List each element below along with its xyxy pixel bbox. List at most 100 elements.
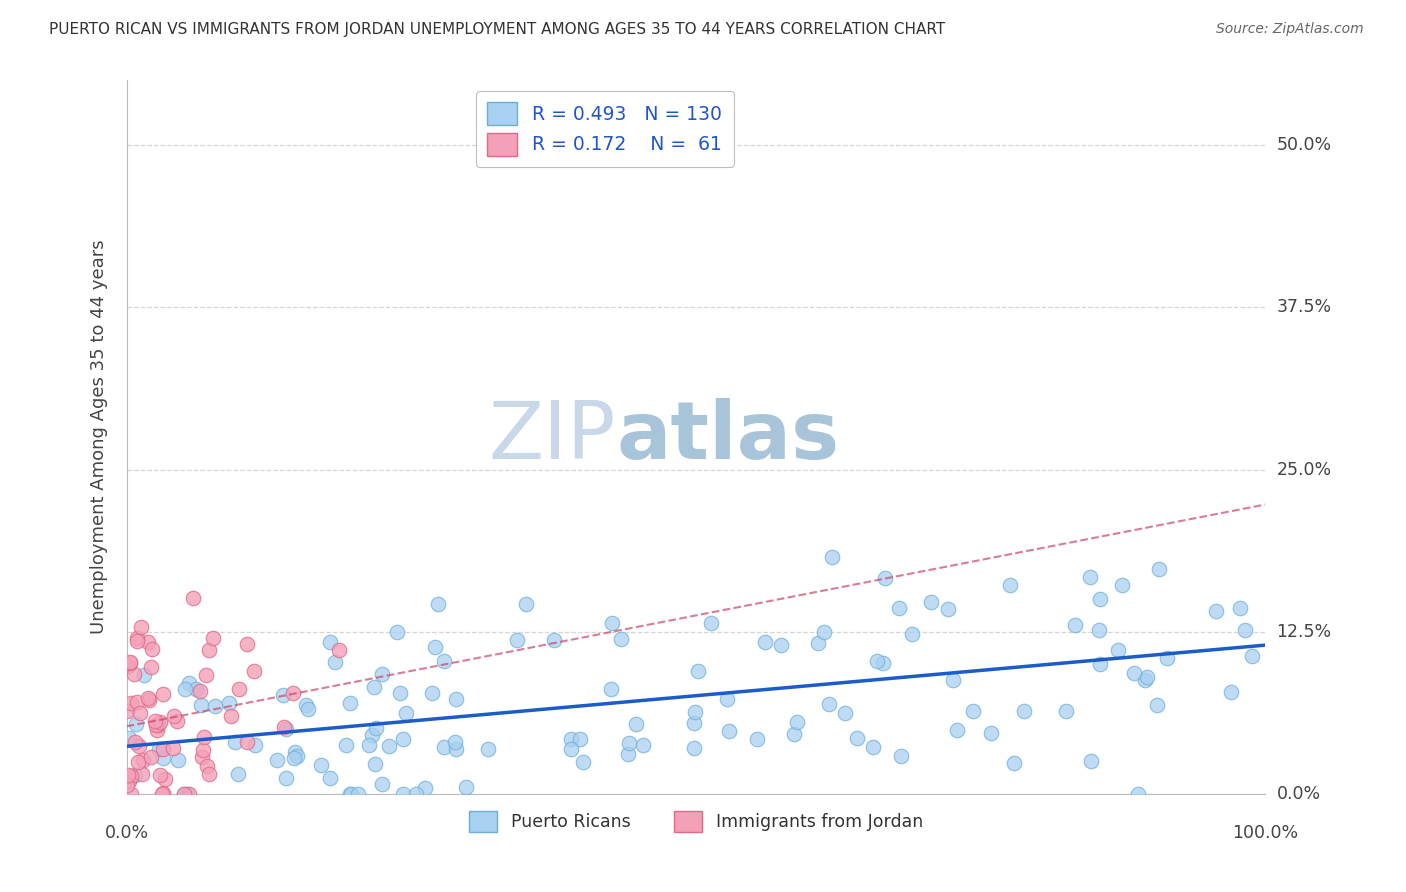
- Point: [117, 659, 139, 673]
- Point: [371, 777, 394, 791]
- Text: 0.0%: 0.0%: [104, 824, 149, 842]
- Point: [179, 676, 201, 690]
- Point: [818, 697, 841, 711]
- Point: [152, 786, 174, 800]
- Point: [236, 637, 259, 651]
- Point: [228, 681, 250, 696]
- Point: [378, 739, 401, 754]
- Point: [243, 664, 266, 678]
- Point: [319, 771, 342, 785]
- Point: [129, 620, 152, 634]
- Point: [218, 696, 240, 710]
- Point: [162, 740, 184, 755]
- Point: [433, 654, 456, 668]
- Point: [456, 780, 478, 794]
- Point: [204, 699, 226, 714]
- Point: [392, 787, 415, 801]
- Point: [176, 787, 198, 801]
- Y-axis label: Unemployment Among Ages 35 to 44 years: Unemployment Among Ages 35 to 44 years: [90, 240, 108, 634]
- Point: [152, 687, 174, 701]
- Point: [568, 732, 591, 747]
- Point: [1240, 649, 1263, 664]
- Point: [543, 633, 565, 648]
- Point: [388, 686, 411, 700]
- Point: [1107, 643, 1129, 657]
- Point: [862, 740, 884, 755]
- Point: [283, 751, 305, 765]
- Point: [163, 708, 186, 723]
- Point: [128, 739, 150, 753]
- Point: [1156, 651, 1178, 665]
- Point: [273, 688, 295, 702]
- Point: [295, 698, 318, 713]
- Point: [873, 571, 896, 585]
- Text: 25.0%: 25.0%: [1277, 460, 1331, 478]
- Point: [700, 615, 723, 630]
- Point: [131, 753, 153, 767]
- Point: [1123, 666, 1146, 681]
- Point: [224, 735, 246, 749]
- Point: [782, 727, 804, 741]
- Point: [340, 787, 363, 801]
- Point: [371, 666, 394, 681]
- Point: [872, 657, 894, 671]
- Point: [197, 643, 219, 657]
- Point: [174, 682, 197, 697]
- Point: [426, 597, 449, 611]
- Point: [177, 787, 200, 801]
- Point: [617, 747, 640, 762]
- Point: [364, 756, 387, 771]
- Point: [1234, 624, 1257, 638]
- Point: [385, 625, 408, 640]
- Point: [152, 751, 174, 765]
- Point: [136, 634, 159, 648]
- Point: [309, 758, 332, 772]
- Text: 37.5%: 37.5%: [1277, 298, 1331, 317]
- Point: [1205, 604, 1227, 618]
- Point: [120, 769, 142, 783]
- Point: [297, 702, 319, 716]
- Point: [283, 745, 305, 759]
- Point: [900, 627, 922, 641]
- Point: [363, 681, 385, 695]
- Point: [193, 731, 215, 745]
- Point: [624, 717, 647, 731]
- Point: [127, 755, 149, 769]
- Point: [166, 753, 188, 767]
- Point: [127, 631, 149, 645]
- Point: [191, 743, 214, 757]
- Point: [360, 728, 382, 742]
- Point: [122, 667, 145, 681]
- Point: [1088, 657, 1111, 672]
- Point: [718, 723, 741, 738]
- Point: [754, 635, 776, 649]
- Point: [146, 718, 169, 732]
- Point: [276, 771, 298, 785]
- Point: [120, 787, 142, 801]
- Point: [834, 706, 856, 721]
- Point: [425, 640, 447, 655]
- Point: [125, 717, 148, 731]
- Point: [1135, 670, 1157, 684]
- Point: [166, 714, 188, 728]
- Text: 12.5%: 12.5%: [1277, 623, 1331, 640]
- Point: [998, 577, 1021, 591]
- Point: [173, 787, 195, 801]
- Text: 0.0%: 0.0%: [1277, 785, 1320, 803]
- Point: [273, 720, 295, 734]
- Point: [444, 741, 467, 756]
- Point: [266, 753, 288, 767]
- Point: [1111, 577, 1133, 591]
- Point: [115, 704, 138, 718]
- Point: [506, 632, 529, 647]
- Point: [287, 749, 309, 764]
- Point: [117, 768, 139, 782]
- Point: [190, 750, 212, 764]
- Point: [128, 706, 150, 720]
- Point: [1149, 562, 1171, 576]
- Point: [226, 767, 249, 781]
- Point: [153, 772, 176, 786]
- Point: [1078, 569, 1101, 583]
- Point: [120, 656, 142, 670]
- Point: [786, 714, 808, 729]
